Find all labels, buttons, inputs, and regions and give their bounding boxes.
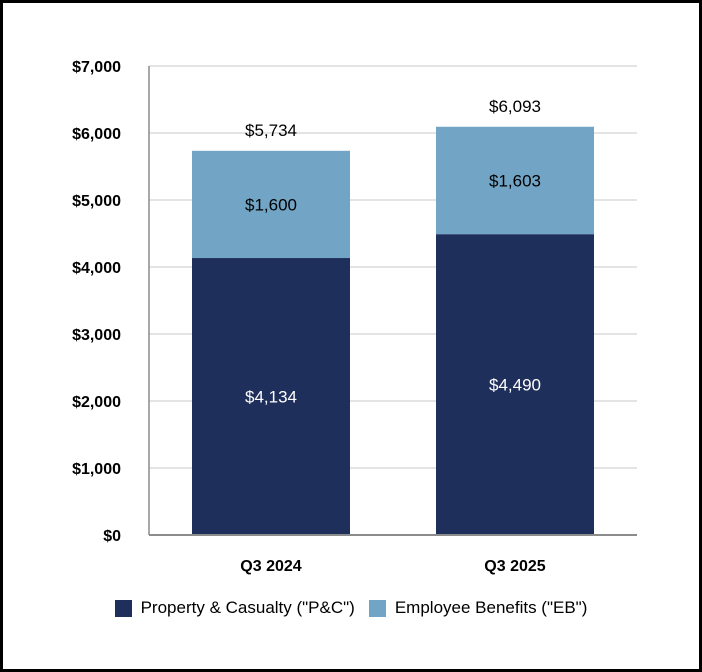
legend-item-pc: Property & Casualty ("P&C") bbox=[114, 598, 355, 618]
y-axis-ticks: $0 $1,000 $2,000 $3,000 $4,000 $5,000 $6,000 $7… bbox=[72, 59, 121, 545]
total-labels: $5,734 $6,093 bbox=[245, 97, 541, 140]
total-label: $5,734 bbox=[245, 121, 297, 140]
bar-segment bbox=[436, 126, 594, 235]
axes bbox=[148, 66, 637, 536]
category-labels: Q3 2024 Q3 2025 bbox=[240, 558, 545, 575]
y-tick-label: $5,000 bbox=[72, 193, 121, 210]
data-label: $1,600 bbox=[245, 195, 297, 214]
y-tick-label: $1,000 bbox=[72, 461, 121, 478]
bar-segment bbox=[192, 258, 350, 535]
y-tick-label: $3,000 bbox=[72, 327, 121, 344]
x-tick-label: Q3 2024 bbox=[240, 558, 301, 575]
bar-segment bbox=[192, 150, 350, 259]
legend-swatch-eb bbox=[368, 599, 386, 617]
segment-labels: $4,134 $1,600 $4,490 $1,603 bbox=[245, 171, 541, 406]
y-tick-label: $4,000 bbox=[72, 260, 121, 277]
bar-segment bbox=[436, 234, 594, 536]
legend-label-eb: Employee Benefits ("EB") bbox=[394, 598, 588, 617]
y-tick-label: $7,000 bbox=[72, 59, 121, 76]
stacked-bar-chart: $0 $1,000 $2,000 $3,000 $4,000 $5,000 $6,000 $7… bbox=[72, 59, 637, 575]
legend-item-eb: Employee Benefits ("EB") bbox=[368, 598, 588, 618]
data-label: $1,603 bbox=[489, 171, 541, 190]
y-tick-label: $6,000 bbox=[72, 126, 121, 143]
legend-swatch-pc bbox=[114, 599, 132, 617]
data-label: $4,134 bbox=[245, 388, 297, 407]
x-tick-label: Q3 2025 bbox=[484, 558, 545, 575]
bars bbox=[192, 126, 594, 536]
legend: Property & Casualty ("P&C") Employee Ben… bbox=[3, 593, 699, 623]
y-tick-label: $2,000 bbox=[72, 394, 121, 411]
legend-label-pc: Property & Casualty ("P&C") bbox=[140, 598, 355, 617]
y-tick-label: $0 bbox=[103, 528, 121, 545]
data-label: $4,490 bbox=[489, 376, 541, 395]
total-label: $6,093 bbox=[489, 97, 541, 116]
